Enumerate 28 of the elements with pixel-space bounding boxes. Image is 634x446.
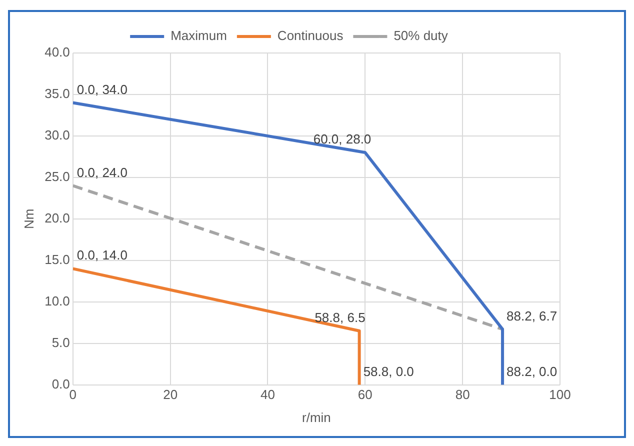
x-tick-label: 20: [163, 387, 178, 402]
y-tick-label: 0.0: [52, 376, 70, 392]
data-label: 88.2, 6.7: [506, 308, 558, 324]
data-label: 0.0, 24.0: [76, 164, 128, 180]
legend-label: 50% duty: [394, 28, 448, 44]
data-label: 0.0, 34.0: [76, 82, 128, 97]
data-label: 88.2, 0.0: [506, 364, 558, 379]
y-tick-label: 25.0: [44, 169, 70, 184]
x-tick-label: 100: [549, 387, 571, 402]
data-label: 58.8, 0.0: [363, 364, 414, 379]
y-tick-label: 5.0: [52, 334, 70, 350]
x-tick-label: 0: [69, 387, 77, 402]
y-tick-label: 10.0: [44, 293, 70, 308]
data-label: 0.0, 14.0: [76, 248, 128, 263]
data-label: 58.8, 6.5: [314, 310, 366, 325]
y-tick-label: 40.0: [44, 44, 70, 60]
y-tick-label: 35.0: [44, 86, 70, 102]
x-tick-label: 40: [260, 387, 275, 402]
y-axis-title: Nm: [21, 208, 36, 230]
y-tick-label: 20.0: [44, 210, 70, 226]
legend-label: Continuous: [277, 28, 344, 44]
y-tick-label: 30.0: [44, 128, 70, 143]
legend-label: Maximum: [170, 28, 227, 44]
y-tick-label: 15.0: [44, 252, 70, 267]
x-tick-label: 60: [358, 387, 372, 402]
x-tick-label: 80: [455, 387, 470, 402]
data-label: 60.0, 28.0: [313, 132, 372, 147]
x-axis-title: r/min: [302, 410, 331, 425]
